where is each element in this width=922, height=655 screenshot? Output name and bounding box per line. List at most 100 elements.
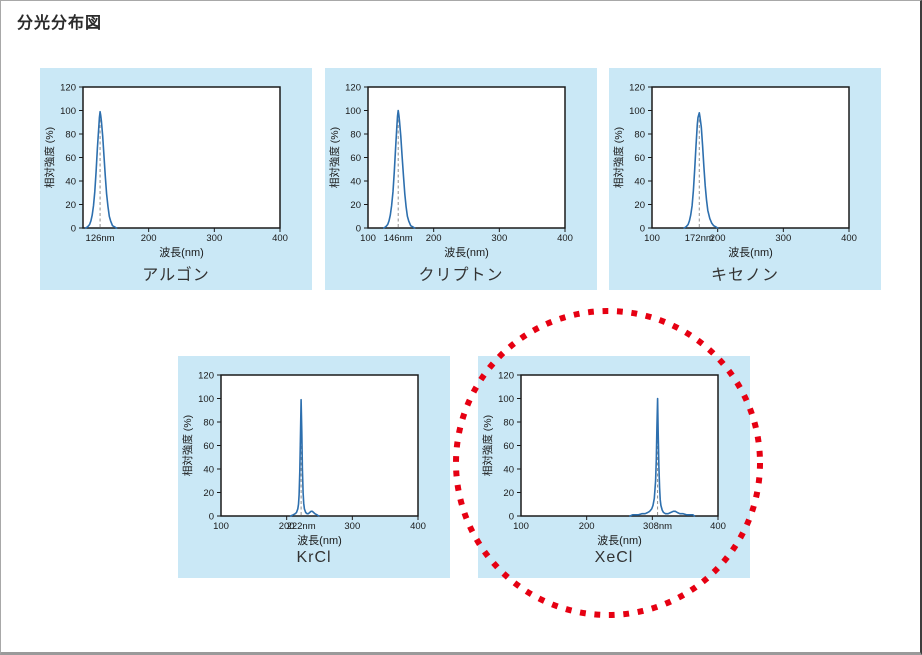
y-axis-title: 相対強度 (%) [481, 415, 494, 476]
chart-caption-xecl: XeCl [594, 549, 634, 566]
spectrum-curve [683, 112, 719, 229]
svg-text:40: 40 [203, 464, 214, 475]
svg-text:40: 40 [350, 176, 361, 187]
svg-text:60: 60 [350, 153, 361, 164]
x-axis: 100 200 308nm 400 [513, 516, 726, 532]
svg-text:400: 400 [557, 233, 573, 244]
svg-text:300: 300 [344, 521, 360, 532]
y-axis: 0 20 40 60 80 100 120 [198, 370, 221, 522]
svg-text:100: 100 [345, 106, 361, 117]
plot-area [520, 374, 719, 517]
svg-text:100: 100 [644, 233, 660, 244]
svg-text:80: 80 [350, 129, 361, 140]
svg-text:120: 120 [60, 82, 76, 93]
svg-text:80: 80 [634, 129, 645, 140]
chart-caption-argon: アルゴン [142, 267, 210, 284]
svg-text:146nm: 146nm [384, 233, 413, 244]
plot-area [367, 86, 566, 229]
svg-text:0: 0 [71, 223, 76, 234]
svg-text:80: 80 [203, 417, 214, 428]
svg-text:20: 20 [634, 200, 645, 211]
svg-text:40: 40 [634, 176, 645, 187]
spectrum-curve [84, 110, 118, 229]
svg-text:400: 400 [710, 521, 726, 532]
svg-text:120: 120 [198, 370, 214, 381]
svg-text:20: 20 [203, 488, 214, 499]
argon-spectrum-chart: 0 20 40 60 80 100 120 126nm 200 300 400 相対強度 (%) 波長(… [43, 82, 288, 259]
chart-caption-krypton: クリプトン [418, 267, 504, 284]
svg-text:200: 200 [141, 233, 157, 244]
plot-area [220, 374, 419, 517]
svg-text:400: 400 [272, 233, 288, 244]
svg-text:20: 20 [350, 200, 361, 211]
y-axis-title: 相対強度 (%) [612, 127, 625, 188]
svg-text:400: 400 [410, 521, 426, 532]
page-title: 分光分布図 [17, 15, 103, 32]
chart-panel-xecl: 0 20 40 60 80 100 120 100 200 308nm 400 相対強度 (%) 波長(… [478, 356, 750, 578]
svg-text:300: 300 [206, 233, 222, 244]
svg-text:100: 100 [498, 394, 514, 405]
x-axis-title: 波長(nm) [728, 246, 773, 259]
chart-caption-xenon: キセノン [710, 267, 779, 284]
krypton-spectrum-chart: 0 20 40 60 80 100 120 100 146nm 200 300 400 相対強度 (%)… [328, 82, 573, 259]
svg-text:100: 100 [213, 521, 229, 532]
svg-text:200: 200 [279, 521, 295, 532]
svg-text:300: 300 [775, 233, 791, 244]
chart-caption-krcl: KrCl [296, 549, 332, 566]
svg-text:0: 0 [640, 223, 645, 234]
svg-text:120: 120 [498, 370, 514, 381]
plot-area [82, 86, 281, 229]
svg-text:100: 100 [629, 106, 645, 117]
svg-text:300: 300 [491, 233, 507, 244]
x-axis: 126nm 200 300 400 [86, 228, 288, 244]
y-axis-title: 相対強度 (%) [43, 127, 56, 188]
chart-panel-xenon: 0 20 40 60 80 100 120 100 172nm 200 300 400 相対強度 (%)… [609, 68, 881, 290]
svg-text:20: 20 [65, 200, 76, 211]
svg-text:60: 60 [634, 153, 645, 164]
svg-text:0: 0 [356, 223, 361, 234]
svg-text:100: 100 [198, 394, 214, 405]
svg-text:308nm: 308nm [643, 521, 672, 532]
svg-text:400: 400 [841, 233, 857, 244]
chart-panel-krcl: 0 20 40 60 80 100 120 100 200 222nm 300 400 相対強度 (%)… [178, 356, 450, 578]
svg-text:80: 80 [503, 417, 514, 428]
svg-text:60: 60 [203, 441, 214, 452]
x-axis-title: 波長(nm) [444, 246, 489, 259]
x-axis-title: 波長(nm) [297, 534, 342, 547]
spectrum-curve [383, 109, 416, 229]
svg-text:100: 100 [513, 521, 529, 532]
chart-panel-argon: 0 20 40 60 80 100 120 126nm 200 300 400 相対強度 (%) 波長(… [40, 68, 312, 290]
y-axis: 0 20 40 60 80 100 120 [345, 82, 368, 234]
svg-text:100: 100 [60, 106, 76, 117]
y-axis: 0 20 40 60 80 100 120 [629, 82, 652, 234]
svg-text:172nm: 172nm [685, 233, 714, 244]
x-axis-title: 波長(nm) [597, 534, 642, 547]
y-axis-title: 相対強度 (%) [328, 127, 341, 188]
svg-text:60: 60 [65, 153, 76, 164]
svg-text:0: 0 [209, 511, 214, 522]
x-axis: 100 146nm 200 300 400 [360, 228, 573, 244]
svg-text:20: 20 [503, 488, 514, 499]
svg-text:120: 120 [345, 82, 361, 93]
svg-text:120: 120 [629, 82, 645, 93]
svg-text:60: 60 [503, 441, 514, 452]
x-axis-title: 波長(nm) [159, 246, 204, 259]
svg-text:100: 100 [360, 233, 376, 244]
svg-text:222nm: 222nm [287, 521, 316, 532]
plot-area [651, 86, 850, 229]
svg-text:200: 200 [426, 233, 442, 244]
svg-text:40: 40 [65, 176, 76, 187]
svg-text:200: 200 [579, 521, 595, 532]
svg-text:200: 200 [710, 233, 726, 244]
chart-panel-krypton: 0 20 40 60 80 100 120 100 146nm 200 300 400 相対強度 (%)… [325, 68, 597, 290]
svg-text:40: 40 [503, 464, 514, 475]
spectrum-curve [289, 398, 320, 517]
